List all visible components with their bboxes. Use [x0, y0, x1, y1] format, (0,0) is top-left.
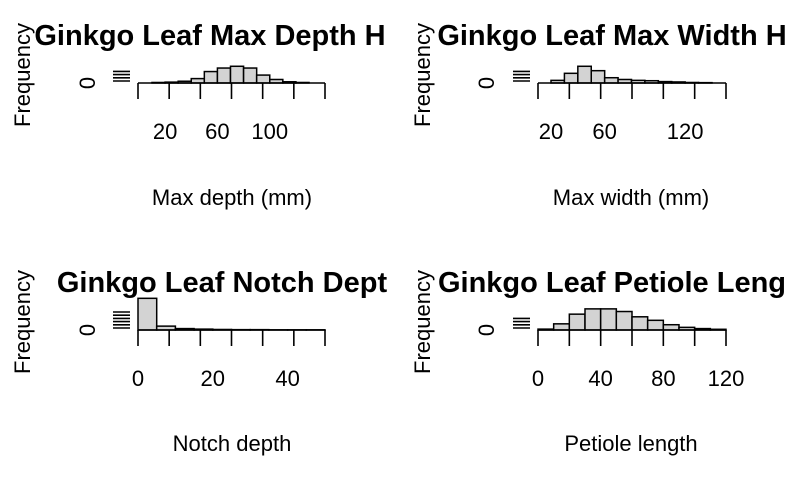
histogram-panel-1: Ginkgo Leaf Max Depth H 20 60 100 Max depth …	[10, 20, 386, 210]
histogram-bar	[203, 70, 219, 84]
histogram-bar	[137, 297, 158, 331]
panel-title: Ginkgo Leaf Max Width H	[437, 20, 786, 52]
histogram-panel-2: Ginkgo Leaf Max Width H 20 60 120 Max width …	[410, 20, 787, 210]
x-tick-label: 0	[532, 366, 544, 391]
y-tick-label: 0	[474, 77, 499, 89]
histogram-bar	[646, 319, 665, 331]
panel-title: Ginkgo Leaf Max Depth H	[34, 20, 385, 52]
histogram-bar	[255, 74, 271, 84]
x-axis-title: Notch depth	[173, 431, 292, 456]
x-axis-title: Petiole length	[564, 431, 697, 456]
histogram-panel-4: Ginkgo Leaf Petiole Leng 0 40 80 120 Petiole …	[410, 267, 786, 456]
y-axis-title: Frequency	[10, 23, 35, 127]
x-tick-label: 80	[651, 366, 675, 391]
histogram-bar	[216, 67, 232, 84]
y-tick-label: 0	[75, 77, 100, 89]
panel-title: Ginkgo Leaf Notch Dept	[57, 267, 388, 299]
y-axis-title: Frequency	[410, 270, 435, 374]
x-tick-label: 60	[205, 119, 229, 144]
histogram-panel-3: Ginkgo Leaf Notch Dept 0 20 40 Notch depth Fr…	[10, 267, 387, 456]
y-tick-label: 0	[75, 324, 100, 336]
histogram-bar	[584, 308, 602, 331]
y-axis-title: Frequency	[10, 270, 35, 374]
x-tick-label: 120	[708, 366, 745, 391]
histogram-bar	[552, 323, 571, 331]
x-tick-label: 20	[153, 119, 177, 144]
histogram-bar	[631, 316, 649, 331]
x-tick-label: 100	[251, 119, 288, 144]
histogram-bar	[590, 69, 606, 84]
x-axis-title: Max depth (mm)	[152, 185, 312, 210]
panel-title: Ginkgo Leaf Petiole Leng	[438, 267, 786, 299]
histogram-bar	[242, 67, 258, 84]
y-axis-title: Frequency	[410, 23, 435, 127]
x-axis-title: Max width (mm)	[553, 185, 709, 210]
x-tick-label: 40	[275, 366, 299, 391]
x-tick-label: 40	[588, 366, 612, 391]
x-tick-label: 20	[539, 119, 563, 144]
histogram-bar	[615, 310, 633, 331]
x-tick-label: 60	[592, 119, 616, 144]
histogram-bar	[599, 308, 618, 331]
x-tick-label: 0	[132, 366, 144, 391]
x-tick-label: 120	[667, 119, 704, 144]
histogram-bar	[568, 313, 586, 331]
histogram-bar	[563, 72, 579, 84]
y-tick-label: 0	[474, 324, 499, 336]
histogram-bar	[229, 65, 245, 84]
histogram-bar	[577, 65, 592, 84]
x-tick-label: 20	[201, 366, 225, 391]
